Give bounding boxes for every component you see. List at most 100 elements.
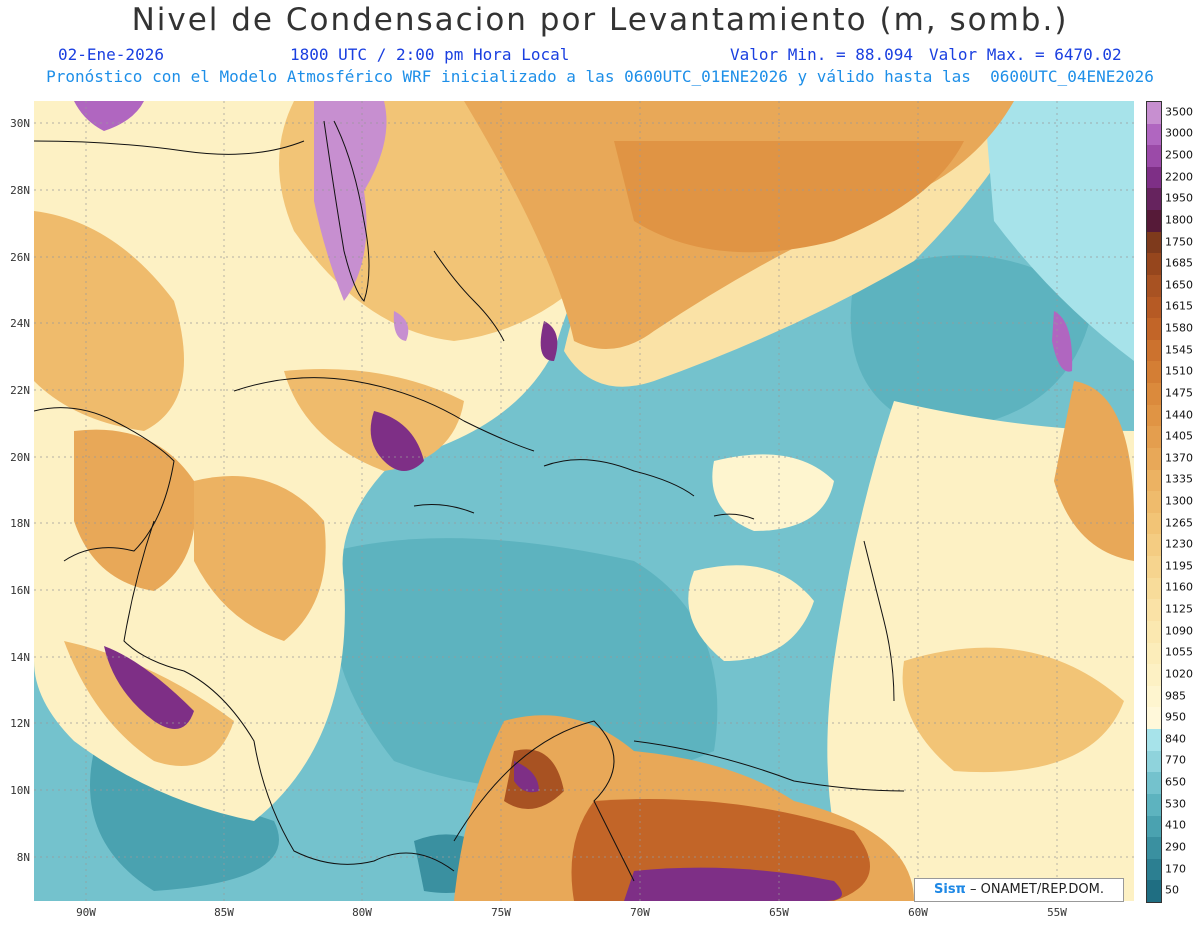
colorbar-label: 1475 [1165, 386, 1193, 400]
colorbar-segment [1147, 837, 1161, 860]
colorbar-segment [1147, 815, 1161, 838]
colorbar-label: 950 [1165, 710, 1186, 724]
forecast-time: 1800 UTC / 2:00 pm Hora Local [290, 45, 570, 64]
colorbar-label: 2500 [1165, 148, 1193, 162]
lat-label-26n: 26N [10, 251, 30, 264]
lat-label-30n: 30N [10, 117, 30, 130]
colorbar-label: 170 [1165, 862, 1186, 876]
min-value: Valor Min. = 88.094 [730, 45, 914, 64]
colorbar-label: 650 [1165, 775, 1186, 789]
colorbar-label: 1750 [1165, 235, 1193, 249]
colorbar-segment [1147, 858, 1161, 881]
lat-label-12n: 12N [10, 717, 30, 730]
colorbar-segment [1147, 620, 1161, 644]
lon-label-80w: 80W [352, 906, 372, 919]
colorbar-label: 1685 [1165, 256, 1193, 270]
colorbar-label: 290 [1165, 840, 1186, 854]
lon-label-70w: 70W [630, 906, 650, 919]
map-field [34, 101, 1134, 901]
lat-label-22n: 22N [10, 384, 30, 397]
colorbar [1146, 101, 1162, 903]
colorbar-label: 1800 [1165, 213, 1193, 227]
colorbar-label: 3000 [1165, 126, 1193, 140]
colorbar-label: 1370 [1165, 451, 1193, 465]
colorbar-segment [1147, 253, 1161, 276]
colorbar-segment [1147, 556, 1161, 579]
model-info: Pronóstico con el Modelo Atmosférico WRF… [46, 67, 1154, 86]
colorbar-segment [1147, 729, 1161, 752]
colorbar-label: 1020 [1165, 667, 1193, 681]
sispi-logo: Sisπ [934, 882, 966, 897]
lat-label-10n: 10N [10, 784, 30, 797]
colorbar-label: 985 [1165, 689, 1186, 703]
colorbar-label: 530 [1165, 797, 1186, 811]
colorbar-label: 1950 [1165, 191, 1193, 205]
colorbar-segment [1147, 469, 1161, 492]
colorbar-segment [1147, 166, 1161, 189]
credit-text: – ONAMET/REP.DOM. [965, 882, 1104, 897]
colorbar-label: 1650 [1165, 278, 1193, 292]
max-value: Valor Max. = 6470.02 [929, 45, 1122, 64]
colorbar-label: 1440 [1165, 408, 1193, 421]
lat-label-24n: 24N [10, 317, 30, 330]
lon-label-75w: 75W [491, 906, 511, 919]
lon-label-85w: 85W [214, 906, 234, 919]
colorbar-segment [1147, 642, 1161, 665]
colorbar-label: 1230 [1165, 537, 1193, 551]
colorbar-segment [1147, 296, 1161, 319]
colorbar-label: 50 [1165, 883, 1179, 897]
colorbar-label: 1545 [1165, 343, 1193, 357]
colorbar-segment [1147, 599, 1161, 622]
map-title: Nivel de Condensacion por Levantamiento … [131, 2, 1069, 38]
lat-label-28n: 28N [10, 184, 30, 197]
lon-label-90w: 90W [76, 906, 96, 919]
colorbar-label: 1055 [1165, 645, 1193, 659]
lat-label-8n: 8N [16, 851, 30, 864]
forecast-date: 02-Ene-2026 [58, 45, 164, 64]
colorbar-segment [1147, 383, 1161, 406]
colorbar-segment [1147, 707, 1161, 730]
colorbar-segment [1147, 361, 1161, 384]
colorbar-segment [1147, 188, 1161, 211]
credit-box: Sisπ – ONAMET/REP.DOM. [914, 878, 1124, 902]
colorbar-segment [1147, 339, 1161, 362]
lat-label-18n: 18N [10, 517, 30, 530]
lcl-map [34, 101, 1134, 901]
colorbar-segment [1147, 685, 1161, 708]
colorbar-segment [1147, 772, 1161, 795]
colorbar-label: 1335 [1165, 472, 1193, 486]
colorbar-label: 1615 [1165, 299, 1193, 313]
colorbar-segment [1147, 102, 1161, 125]
colorbar-segment [1147, 512, 1161, 535]
colorbar-label: 770 [1165, 753, 1186, 767]
colorbar-label: 1580 [1165, 321, 1193, 335]
colorbar-segment [1147, 750, 1161, 773]
colorbar-segment [1147, 880, 1161, 903]
colorbar-label: 1510 [1165, 364, 1193, 378]
colorbar-segment [1147, 534, 1161, 557]
lon-label-55w: 55W [1047, 906, 1067, 919]
colorbar-segment [1147, 404, 1161, 427]
colorbar-label: 1300 [1165, 494, 1193, 508]
colorbar-label: 2200 [1165, 170, 1193, 184]
colorbar-label: 1125 [1165, 602, 1193, 616]
colorbar-label: 3500 [1165, 105, 1193, 119]
colorbar-label: 1195 [1165, 559, 1193, 573]
colorbar-segment [1147, 318, 1161, 341]
colorbar-label: 840 [1165, 732, 1186, 746]
colorbar-segment [1147, 145, 1161, 168]
colorbar-segment [1147, 123, 1161, 146]
colorbar-segment [1147, 426, 1161, 449]
lat-label-20n: 20N [10, 451, 30, 464]
colorbar-label: 1405 [1165, 429, 1193, 443]
colorbar-label: 1265 [1165, 516, 1193, 530]
colorbar-label: 1160 [1165, 580, 1193, 594]
lat-label-16n: 16N [10, 584, 30, 597]
colorbar-segment [1147, 447, 1161, 471]
colorbar-label: 410 [1165, 818, 1186, 832]
colorbar-segment [1147, 577, 1161, 600]
colorbar-segment [1147, 274, 1161, 298]
lat-label-14n: 14N [10, 651, 30, 664]
colorbar-segment [1147, 231, 1161, 254]
lon-label-65w: 65W [769, 906, 789, 919]
